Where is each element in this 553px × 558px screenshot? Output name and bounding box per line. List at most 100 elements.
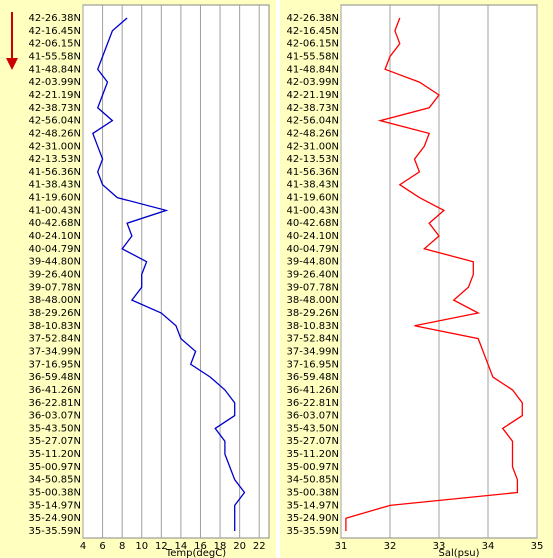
y-tick-label: 42-31.00N (29, 141, 81, 152)
y-tick-label: 42-48.26N (287, 128, 339, 139)
y-tick-label: 40-04.79N (29, 244, 81, 255)
y-tick-label: 42-38.73N (29, 103, 81, 114)
y-tick-label: 39-44.80N (287, 257, 339, 268)
x-tick-label: 34 (482, 541, 495, 552)
y-tick-label: 39-44.80N (29, 257, 81, 268)
y-tick-label: 40-42.68N (29, 218, 81, 229)
y-tick-label: 41-55.58N (287, 51, 339, 62)
y-tick-label: 35-14.97N (29, 500, 81, 511)
y-tick-label: 37-34.99N (29, 346, 81, 357)
y-tick-label: 35-00.38N (287, 488, 339, 499)
x-tick-label: 32 (384, 541, 397, 552)
y-tick-label: 40-42.68N (287, 218, 339, 229)
x-tick-label: 6 (99, 541, 105, 552)
y-tick-label: 42-56.04N (29, 116, 81, 127)
y-tick-label: 38-29.26N (29, 308, 81, 319)
y-tick-label: 35-35.59N (29, 526, 81, 537)
x-tick-label: 20 (233, 541, 246, 552)
y-tick-label: 37-16.95N (29, 359, 81, 370)
y-tick-label: 41-48.84N (29, 64, 81, 75)
data-line (345, 17, 523, 531)
y-tick-label: 36-03.07N (287, 411, 339, 422)
y-tick-label: 41-38.43N (29, 180, 81, 191)
x-tick-label: 31 (335, 541, 348, 552)
x-axis-label: Temp(degC) (165, 548, 226, 558)
y-tick-label: 42-13.53N (29, 154, 81, 165)
y-tick-label: 36-59.48N (287, 372, 339, 383)
y-tick-label: 35-00.97N (287, 462, 339, 473)
y-tick-label: 35-43.50N (29, 423, 81, 434)
x-tick-label: 8 (119, 541, 125, 552)
y-tick-label: 42-56.04N (287, 116, 339, 127)
y-tick-label: 35-00.97N (29, 462, 81, 473)
x-axis-label: Sal(psu) (439, 548, 480, 558)
y-tick-label: 37-52.84N (29, 334, 81, 345)
y-tick-label: 39-26.40N (287, 270, 339, 281)
y-tick-label: 41-19.60N (29, 193, 81, 204)
y-tick-label: 40-24.10N (287, 231, 339, 242)
y-tick-label: 39-26.40N (29, 270, 81, 281)
y-tick-label: 37-52.84N (287, 334, 339, 345)
y-tick-label: 39-07.78N (287, 282, 339, 293)
y-tick-label: 42-31.00N (287, 141, 339, 152)
y-tick-label: 35-14.97N (287, 500, 339, 511)
y-tick-label: 42-38.73N (287, 103, 339, 114)
y-tick-label: 42-48.26N (29, 128, 81, 139)
x-tick-label: 33 (433, 541, 446, 552)
x-tick-label: 12 (155, 541, 168, 552)
data-line (92, 17, 246, 531)
y-tick-label: 35-24.90N (287, 513, 339, 524)
y-tick-label: 36-22.81N (29, 398, 81, 409)
x-tick-label: 35 (531, 541, 544, 552)
y-tick-label: 39-07.78N (29, 282, 81, 293)
y-tick-label: 41-00.43N (287, 205, 339, 216)
y-tick-label: 36-41.26N (287, 385, 339, 396)
y-tick-label: 36-22.81N (287, 398, 339, 409)
y-tick-label: 42-06.15N (287, 39, 339, 50)
y-tick-label: 35-24.90N (29, 513, 81, 524)
y-tick-label: 35-11.20N (29, 449, 81, 460)
y-tick-label: 36-41.26N (29, 385, 81, 396)
y-tick-label: 42-03.99N (287, 77, 339, 88)
y-tick-label: 41-19.60N (287, 193, 339, 204)
y-tick-label: 42-26.38N (29, 13, 81, 24)
x-tick-label: 14 (175, 541, 188, 552)
direction-arrow-head (6, 58, 18, 70)
x-tick-label: 18 (214, 541, 227, 552)
y-tick-label: 35-35.59N (287, 526, 339, 537)
x-tick-label: 16 (194, 541, 207, 552)
y-tick-label: 34-50.85N (29, 475, 81, 486)
y-tick-label: 42-03.99N (29, 77, 81, 88)
y-tick-label: 41-48.84N (287, 64, 339, 75)
y-tick-label: 38-10.83N (287, 321, 339, 332)
y-tick-label: 35-43.50N (287, 423, 339, 434)
y-tick-label: 35-27.07N (29, 436, 81, 447)
y-tick-label: 42-21.19N (287, 90, 339, 101)
y-tick-label: 40-04.79N (287, 244, 339, 255)
y-tick-label: 42-16.45N (287, 26, 339, 37)
y-tick-label: 42-16.45N (29, 26, 81, 37)
y-tick-label: 38-48.00N (29, 295, 81, 306)
x-tick-label: 4 (80, 541, 86, 552)
y-tick-label: 36-59.48N (29, 372, 81, 383)
y-tick-label: 35-11.20N (287, 449, 339, 460)
plot-area (82, 4, 270, 539)
y-tick-label: 35-27.07N (287, 436, 339, 447)
x-tick-label: 10 (135, 541, 148, 552)
y-tick-label: 41-00.43N (29, 205, 81, 216)
y-tick-label: 41-55.58N (29, 51, 81, 62)
x-tick-label: 22 (253, 541, 266, 552)
y-tick-label: 42-21.19N (29, 90, 81, 101)
y-tick-label: 38-10.83N (29, 321, 81, 332)
y-tick-label: 41-56.36N (287, 167, 339, 178)
y-tick-label: 38-29.26N (287, 308, 339, 319)
y-tick-label: 36-03.07N (29, 411, 81, 422)
y-tick-label: 42-13.53N (287, 154, 339, 165)
y-tick-label: 35-00.38N (29, 488, 81, 499)
y-tick-label: 37-16.95N (287, 359, 339, 370)
y-tick-label: 42-26.38N (287, 13, 339, 24)
y-tick-label: 37-34.99N (287, 346, 339, 357)
y-tick-label: 41-38.43N (287, 180, 339, 191)
y-tick-label: 40-24.10N (29, 231, 81, 242)
